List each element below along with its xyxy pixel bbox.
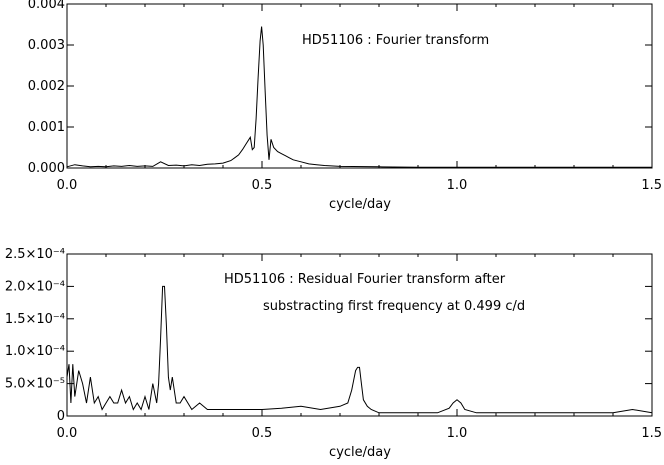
- x-tick-label: 0.0: [57, 426, 78, 441]
- chart-title: HD51106 : Residual Fourier transform aft…: [224, 272, 506, 287]
- y-tick-label: 5.0×10⁻⁵: [5, 377, 65, 392]
- y-tick-label: 2.5×10⁻⁴: [5, 247, 65, 262]
- y-axis: 0 5.0×10⁻⁵ 1.0×10⁻⁴ 1.5×10⁻⁴ 2.0×10⁻⁴ 2.5×10⁻…: [5, 247, 652, 424]
- plot-frame: [66, 3, 653, 169]
- series-line: [66, 285, 653, 414]
- x-tick-label: 1.0: [447, 178, 468, 193]
- y-axis: 0.000 0.001 0.002 0.003 0.004: [28, 0, 652, 176]
- y-tick-label: 0.003: [28, 38, 65, 53]
- x-tick-label: 0.0: [57, 178, 78, 193]
- chart-fourier-transform: 0.000 0.001 0.002 0.003 0.004 0.0 0.5 1.0 1.5 H…: [28, 0, 662, 212]
- y-tick-label: 0.000: [28, 161, 65, 176]
- y-tick-label: 1.5×10⁻⁴: [5, 312, 65, 327]
- x-axis-label: cycle/day: [329, 445, 391, 460]
- y-tick-label: 0.001: [28, 120, 65, 135]
- x-tick-label: 0.5: [252, 178, 273, 193]
- chart-subtitle: substracting first frequency at 0.499 c/…: [263, 299, 525, 314]
- y-tick-label: 0.004: [28, 0, 65, 12]
- chart-title: HD51106 : Fourier transform: [302, 33, 489, 48]
- x-axis: 0.0 0.5 1.0 1.5: [57, 254, 662, 441]
- plot-frame: [66, 253, 653, 417]
- y-tick-label: 0: [57, 409, 65, 424]
- x-tick-label: 1.0: [447, 426, 468, 441]
- x-tick-label: 1.5: [641, 178, 662, 193]
- chart-residual-fourier-transform: 0 5.0×10⁻⁵ 1.0×10⁻⁴ 1.5×10⁻⁴ 2.0×10⁻⁴ 2.5×10⁻…: [5, 247, 662, 460]
- x-tick-label: 1.5: [641, 426, 662, 441]
- x-axis-label: cycle/day: [329, 197, 391, 212]
- y-tick-label: 0.002: [28, 79, 65, 94]
- y-tick-label: 2.0×10⁻⁴: [5, 279, 65, 294]
- x-axis: 0.0 0.5 1.0 1.5: [57, 4, 662, 193]
- y-tick-label: 1.0×10⁻⁴: [5, 344, 65, 359]
- series-line: [66, 26, 652, 168]
- x-tick-label: 0.5: [252, 426, 273, 441]
